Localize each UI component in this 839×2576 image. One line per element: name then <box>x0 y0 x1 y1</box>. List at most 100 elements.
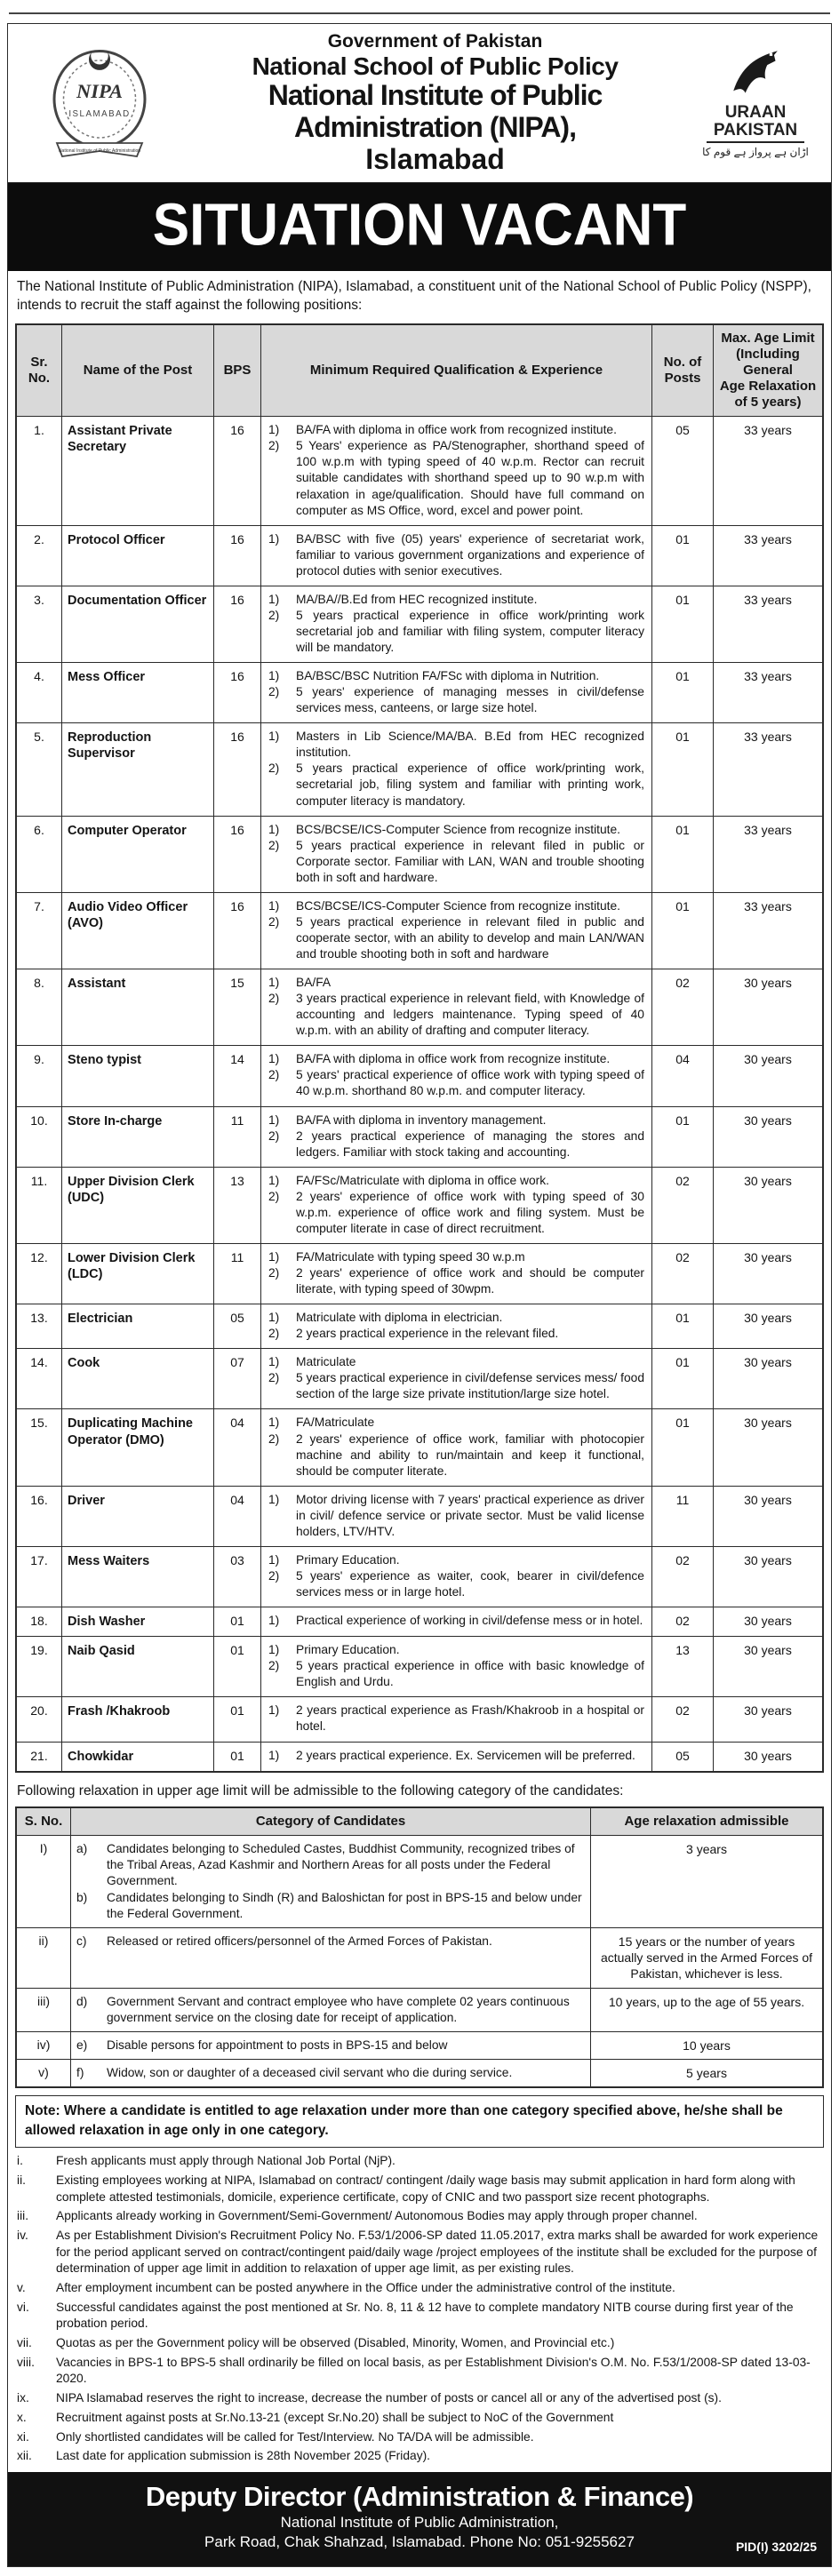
job-row: 13. Electrician 05 1) Matriculate with diplo… <box>15 1304 824 1350</box>
col-sr-no: Sr. No. <box>15 323 62 418</box>
uraan-line2: PAKISTAN <box>713 120 798 140</box>
job-no-of-posts: 05 <box>651 416 714 526</box>
category-text: Disable persons for appointment to posts… <box>107 2038 448 2052</box>
jobs-table-body: 1. Assistant Private Secretary 16 1) BA/FA w… <box>15 416 824 1773</box>
job-no-of-posts: 01 <box>651 1348 714 1410</box>
job-no-of-posts: 01 <box>651 585 714 664</box>
job-sr-no: 19. <box>15 1636 62 1698</box>
job-no-of-posts: 04 <box>651 1045 714 1107</box>
category-item: d) Government Servant and contract employ… <box>76 1994 585 2026</box>
qualification-item: 2) 5 years practical experience of office… <box>268 761 644 809</box>
job-row: 6. Computer Operator 16 1) BCS/BCSE/ICS-Comp… <box>15 815 824 893</box>
job-bps: 16 <box>213 722 261 817</box>
col-age: Max. Age Limit (Including General Age Re… <box>713 323 824 418</box>
job-no-of-posts: 05 <box>651 1741 714 1773</box>
job-row: 10. Store In-charge 11 1) BA/FA with diploma… <box>15 1105 824 1168</box>
job-no-of-posts: 02 <box>651 1166 714 1244</box>
relaxation-row: v) f) Widow, son or daughter of a deceased… <box>15 2058 824 2088</box>
job-max-age: 30 years <box>713 1636 824 1698</box>
qualification-item: 1) Matriculate with diploma in electricia… <box>268 1310 644 1326</box>
note-text: Recruitment against posts at Sr.No.13-21… <box>56 2410 614 2424</box>
qualification-text: BCS/BCSE/ICS-Computer Science from recog… <box>296 898 620 913</box>
job-max-age: 30 years <box>713 1304 824 1350</box>
note-box: Note: Where a candidate is entitled to a… <box>15 2095 824 2149</box>
note-item: iii. Applicants already working in Govern… <box>17 2208 822 2224</box>
qualification-text: Motor driving license with 7 years' prac… <box>296 1492 644 1538</box>
job-qualification: 1) BCS/BCSE/ICS-Computer Science from rec… <box>260 815 652 893</box>
relaxation-header-row: S. No. Category of Candidates Age relaxa… <box>15 1806 824 1836</box>
qualification-item: 2) 5 years practical experience in civil/… <box>268 1370 644 1402</box>
situation-vacant-banner: SITUATION VACANT <box>8 183 831 272</box>
job-sr-no: 14. <box>15 1348 62 1410</box>
qualification-number: 1) <box>268 669 280 683</box>
svg-text:NIPA: NIPA <box>75 80 122 102</box>
relaxation-value: 10 years, up to the age of 55 years. <box>590 1987 824 2032</box>
job-max-age: 33 years <box>713 722 824 817</box>
note-text: Only shortlisted candidates will be call… <box>56 2429 534 2444</box>
note-text: Applicants already working in Government… <box>56 2209 698 2223</box>
qualification-text: BA/BSC with five (05) years' experience … <box>296 531 644 578</box>
job-sr-no: 4. <box>15 662 62 724</box>
qualification-item: 2) 5 years practical experience in releva… <box>268 914 644 962</box>
col-relaxation: Age relaxation admissible <box>590 1806 824 1836</box>
qualification-text: 5 years practical experience of office w… <box>296 762 644 808</box>
job-sr-no: 9. <box>15 1045 62 1107</box>
job-post-name: Dish Washer <box>61 1607 214 1638</box>
qualification-number: 1) <box>268 423 280 437</box>
relaxation-table-body: I) a) Candidates belonging to Scheduled Ca… <box>15 1834 824 2088</box>
qualification-text: FA/Matriculate with typing speed 30 w.p.… <box>296 1249 525 1264</box>
job-qualification: 1) BA/FA with diploma in office work from… <box>260 416 652 526</box>
qualification-text: 5 Years' experience as PA/Stenographer, … <box>296 439 644 517</box>
crescent-icon <box>88 52 110 71</box>
category-text: Widow, son or daughter of a deceased civ… <box>107 2065 513 2079</box>
job-max-age: 30 years <box>713 1105 824 1168</box>
job-max-age: 30 years <box>713 1607 824 1638</box>
note-item: xi. Only shortlisted candidates will be c… <box>17 2429 822 2445</box>
qualification-item: 1) BA/FA with diploma in office work from… <box>268 422 644 438</box>
relaxation-s-no: I) <box>15 1834 71 1928</box>
qualification-item: 1) Motor driving license with 7 years' pr… <box>268 1492 644 1540</box>
job-max-age: 30 years <box>713 1485 824 1547</box>
qualification-number: 1) <box>268 730 280 744</box>
category-item: b) Candidates belonging to Sindh (R) and … <box>76 1890 585 1922</box>
qualification-text: 2 years practical experience as Frash/Kh… <box>296 1703 644 1734</box>
col-s-no: S. No. <box>15 1806 71 1836</box>
job-sr-no: 7. <box>15 891 62 970</box>
job-bps: 04 <box>213 1485 261 1547</box>
nipa-emblem-icon: NIPA ISLAMABAD National Institute of Pub… <box>52 50 146 158</box>
job-max-age: 33 years <box>713 815 824 893</box>
qualification-number: 2) <box>268 1327 280 1341</box>
note-text: Successful candidates against the post m… <box>56 2300 794 2330</box>
advert-header: NIPA ISLAMABAD National Institute of Pub… <box>8 24 831 184</box>
qualification-text: Matriculate <box>296 1355 356 1369</box>
job-row: 21. Chowkidar 01 1) 2 years practical experi… <box>15 1741 824 1773</box>
category-text: Released or retired officers/personnel o… <box>107 1934 492 1948</box>
job-post-name: Assistant <box>61 969 214 1047</box>
qualification-number: 2) <box>268 992 280 1006</box>
job-max-age: 33 years <box>713 891 824 970</box>
advert-border: NIPA ISLAMABAD National Institute of Pub… <box>7 23 832 2567</box>
school-line: National School of Public Policy <box>252 52 619 80</box>
job-qualification: 1) BA/FA with diploma in office work from… <box>260 1045 652 1107</box>
note-item: i. Fresh applicants must apply through Na… <box>17 2153 822 2169</box>
relaxation-s-no: iv) <box>15 2030 71 2060</box>
relaxation-category: d) Government Servant and contract employ… <box>70 1987 591 2032</box>
note-item: vii. Quotas as per the Government policy … <box>17 2335 822 2351</box>
note-text: As per Establishment Division's Recruitm… <box>56 2229 819 2275</box>
qualification-text: BA/FA with diploma in inventory manageme… <box>296 1113 547 1127</box>
jobs-header-row: Sr. No. Name of the Post BPS Minimum Req… <box>15 323 824 418</box>
job-no-of-posts: 11 <box>651 1485 714 1547</box>
category-item: a) Candidates belonging to Scheduled Cast… <box>76 1841 585 1889</box>
job-max-age: 30 years <box>713 1166 824 1244</box>
qualification-number: 2) <box>268 762 280 776</box>
qualification-text: BA/BSC/BSC Nutrition FA/FSc with diploma… <box>296 669 600 683</box>
job-post-name: Protocol Officer <box>61 524 214 586</box>
job-bps: 16 <box>213 524 261 586</box>
job-bps: 05 <box>213 1304 261 1350</box>
job-qualification: 1) Matriculate 2) 5 years practical experie… <box>260 1348 652 1410</box>
qualification-number: 1) <box>268 1552 280 1567</box>
job-post-name: Lower Division Clerk (LDC) <box>61 1242 214 1305</box>
col-category: Category of Candidates <box>70 1806 591 1836</box>
relaxation-intro: Following relaxation in upper age limit … <box>17 1782 624 1798</box>
qualification-item: 1) BA/FA with diploma in inventory manage… <box>268 1113 644 1128</box>
